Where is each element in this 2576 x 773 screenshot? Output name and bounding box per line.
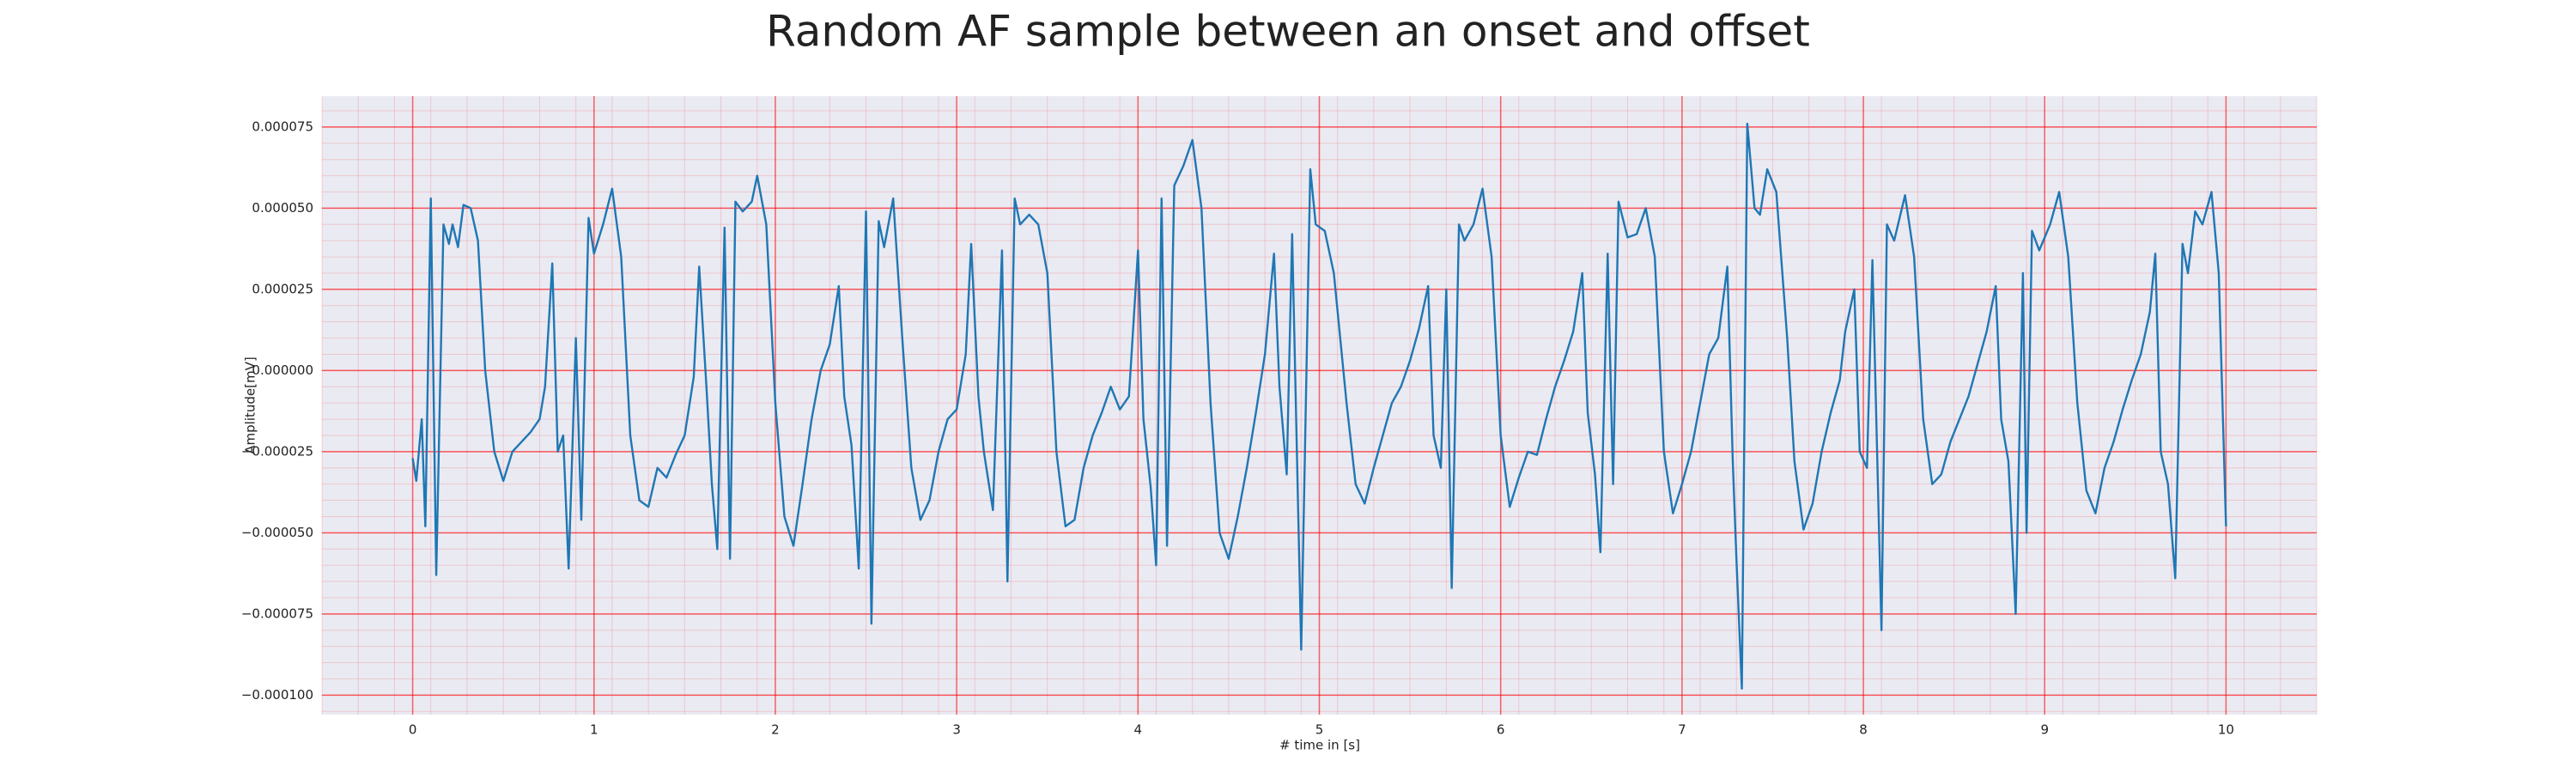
chart-title: Random AF sample between an onset and of…: [766, 7, 1810, 57]
signal-line: [411, 122, 2227, 690]
y-tick-label: 0.000000: [252, 362, 313, 378]
y-tick-label: 0.000075: [252, 119, 313, 134]
y-tick-label: −0.000100: [241, 687, 313, 703]
x-tick-label: 1: [590, 722, 598, 738]
x-tick-label: 10: [2218, 722, 2234, 738]
y-tick-label: 0.000050: [252, 200, 313, 216]
y-tick-label: −0.000075: [241, 606, 313, 621]
y-axis-label: Amplitude[mV]: [243, 356, 258, 453]
x-tick-label: 6: [1497, 722, 1505, 738]
x-tick-label: 8: [1859, 722, 1868, 738]
y-tick-label: 0.000025: [252, 281, 313, 296]
y-tick-label: −0.000025: [241, 443, 313, 459]
x-axis-label: # time in [s]: [1279, 738, 1360, 753]
x-tick-label: 7: [1678, 722, 1686, 738]
x-tick-label: 2: [771, 722, 780, 738]
x-tick-label: 9: [2040, 722, 2049, 738]
x-tick-label: 4: [1134, 722, 1143, 738]
x-tick-label: 3: [952, 722, 961, 738]
x-tick-label: 5: [1315, 722, 1324, 738]
y-tick-label: −0.000050: [241, 525, 313, 540]
x-tick-label: 0: [409, 722, 417, 738]
